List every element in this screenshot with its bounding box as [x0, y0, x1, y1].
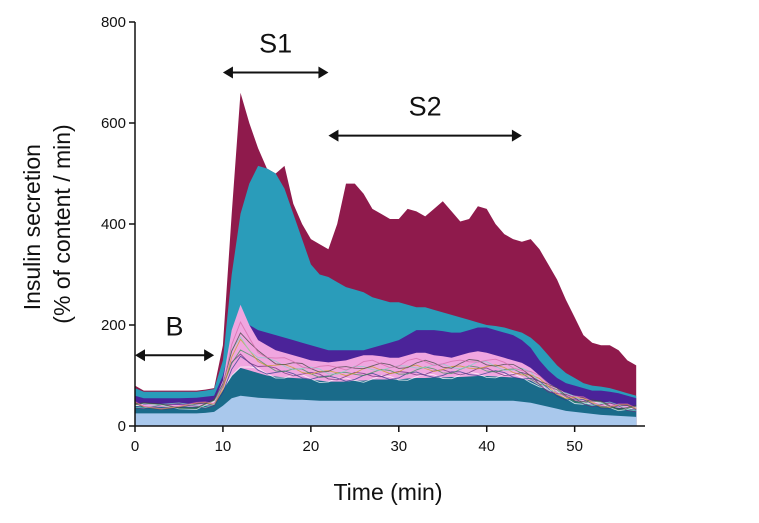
annotation-label: S1 [259, 29, 292, 59]
arrowhead-right-icon [204, 349, 215, 362]
arrowhead-left-icon [135, 349, 145, 362]
y-axis-title-line-2: (% of content / min) [49, 124, 75, 323]
trace-line [134, 321, 637, 409]
ticks-group: 0 200 400 600 800 0 10 20 30 40 50 [101, 14, 583, 455]
annotation-b: B [135, 311, 215, 362]
annotation-label: B [166, 311, 184, 341]
x-tick-label: 40 [478, 438, 495, 455]
arrowhead-left-icon [222, 66, 233, 79]
y-axis-title-line-1: Insulin secretion [19, 144, 45, 310]
trace-line [134, 349, 637, 411]
trace-line [134, 338, 637, 410]
arrowhead-left-icon [328, 129, 339, 142]
x-tick-label: 30 [390, 438, 407, 455]
x-tick-label: 20 [303, 438, 320, 455]
trace-line [134, 332, 637, 410]
x-tick-label: 0 [131, 438, 139, 455]
y-tick-label: 200 [101, 317, 126, 334]
x-tick-label: 10 [215, 438, 232, 455]
y-tick-label: 400 [101, 216, 126, 233]
y-tick-label: 800 [101, 14, 126, 31]
phase-annotations-group: B S1 S2 [135, 29, 522, 362]
area-series-lightblue [135, 395, 637, 426]
arrowhead-right-icon [318, 66, 329, 79]
arrowhead-right-icon [511, 129, 522, 142]
x-tick-label: 50 [566, 438, 583, 455]
trace-line [134, 355, 637, 411]
annotation-label: S2 [409, 92, 442, 122]
trace-lines-group [134, 321, 637, 413]
y-axis-title: Insulin secretion (% of content / min) [19, 124, 75, 323]
annotation-s1: S1 [222, 29, 329, 79]
y-tick-label: 600 [101, 115, 126, 132]
x-axis-title: Time (min) [333, 479, 442, 505]
annotation-s2: S2 [328, 92, 522, 142]
y-tick-label: 0 [118, 418, 126, 435]
